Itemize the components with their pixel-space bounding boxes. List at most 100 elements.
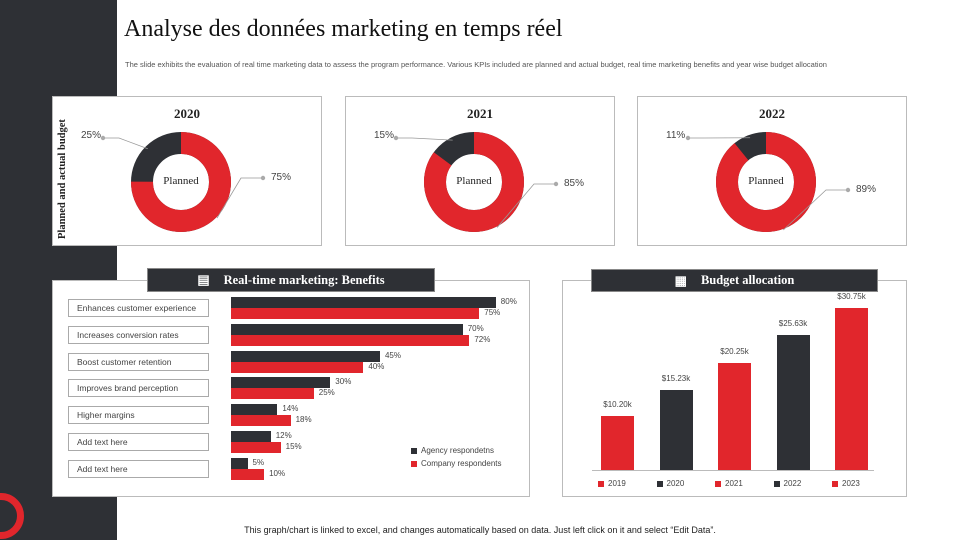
- legend-item: 2021: [715, 479, 743, 488]
- legend-item: 2023: [832, 479, 860, 488]
- leader-dot: [553, 181, 559, 187]
- bar-value-label: 12%: [275, 431, 292, 440]
- donut-planned-slice: [131, 132, 231, 232]
- legend-label: 2019: [608, 479, 626, 488]
- leader-line: [216, 177, 263, 219]
- legend-label: 2020: [666, 479, 685, 488]
- page-title: Analyse des données marketing en temps r…: [124, 16, 563, 42]
- donut-chart[interactable]: [346, 97, 616, 247]
- bar-company[interactable]: [231, 415, 291, 427]
- bar-value-label: 30%: [335, 377, 352, 387]
- bar-value-label: 10%: [269, 468, 286, 478]
- legend-swatch: [773, 480, 780, 487]
- planned-pct: 75%: [271, 172, 292, 183]
- x-axis-line: [592, 470, 874, 471]
- bar-agency[interactable]: [231, 404, 278, 416]
- donut-panel-2022: 2022 11% 89% Planned: [637, 96, 907, 246]
- legend-item: Company respondents: [411, 459, 502, 468]
- donut-chart[interactable]: [53, 97, 323, 247]
- donut-year: 2022: [759, 106, 785, 121]
- leader-line: [396, 137, 453, 141]
- benefit-label: Higher margins: [68, 406, 209, 425]
- bar-value-label: 75%: [484, 308, 501, 317]
- benefit-label: Improves brand perception: [68, 379, 209, 398]
- benefits-title: Real-time marketing: Benefits: [223, 272, 385, 287]
- budget-bar-2020[interactable]: [659, 389, 693, 470]
- budget-bar-2023[interactable]: [835, 307, 868, 470]
- donut-year: 2020: [174, 106, 200, 121]
- budget-value-label: $25.63k: [778, 318, 808, 328]
- budget-bar-2022[interactable]: [776, 334, 810, 470]
- legend-item: 2022: [773, 479, 802, 488]
- bar-agency[interactable]: [231, 457, 248, 469]
- bar-value-label: 14%: [282, 404, 299, 414]
- bar-company[interactable]: [231, 361, 364, 373]
- bar-agency[interactable]: [231, 297, 496, 308]
- legend-label: 2021: [725, 479, 743, 488]
- budget-value-label: $20.25k: [720, 347, 749, 357]
- legend-swatch: [411, 447, 417, 454]
- budget-value-label: $15.23k: [661, 373, 691, 383]
- bar-value-label: 15%: [285, 442, 302, 451]
- donut-center-label: Planned: [456, 175, 492, 187]
- budget-header: ▦ Budget allocation: [591, 269, 878, 292]
- legend-swatch: [598, 480, 604, 487]
- donut-chart[interactable]: [638, 97, 908, 247]
- budget-title: Budget allocation: [700, 273, 795, 287]
- leader-line: [783, 189, 848, 231]
- legend-label: Company respondents: [421, 459, 502, 468]
- budget-bar-2021[interactable]: [718, 363, 751, 470]
- other-pct: 11%: [666, 130, 686, 141]
- budget-value-label: $30.75k: [837, 291, 866, 301]
- document-icon: ▦: [674, 272, 687, 288]
- bar-company[interactable]: [231, 468, 265, 480]
- leader-line: [103, 137, 148, 150]
- budget-value-label: $10.20k: [603, 400, 632, 410]
- donut-panel-2020: 2020 Planned and actual budget 25% 75% Pl…: [52, 96, 322, 246]
- benefits-header: ▤ Real-time marketing: Benefits: [147, 268, 435, 292]
- benefit-label: Enhances customer experience: [68, 299, 209, 317]
- bar-value-label: 18%: [295, 415, 312, 425]
- bar-value-label: 72%: [474, 334, 491, 344]
- bar-agency[interactable]: [231, 431, 271, 442]
- leader-dot: [685, 135, 691, 141]
- planned-pct: 89%: [856, 184, 877, 195]
- ring-decoration: [0, 493, 24, 539]
- donut-planned-slice: [424, 132, 524, 232]
- other-pct: 15%: [374, 130, 395, 141]
- legend-label: 2023: [842, 479, 860, 488]
- bar-agency[interactable]: [231, 323, 463, 335]
- bar-company[interactable]: [231, 334, 470, 346]
- leader-line: [496, 183, 556, 228]
- legend-item: 2020: [656, 479, 685, 488]
- bar-company[interactable]: [231, 388, 314, 400]
- leader-dot: [260, 175, 266, 181]
- other-pct: 25%: [81, 130, 102, 141]
- bar-company[interactable]: [231, 308, 480, 319]
- legend-swatch: [715, 480, 721, 487]
- planned-pct: 85%: [564, 178, 585, 189]
- bar-company[interactable]: [231, 442, 281, 453]
- legend-label: Agency respondetns: [421, 446, 494, 455]
- budget-bar-2019[interactable]: [601, 416, 634, 470]
- donut-center-label: Planned: [748, 175, 784, 187]
- legend-swatch: [411, 460, 417, 467]
- donut-planned-slice: [716, 132, 816, 232]
- leader-dot: [393, 135, 399, 141]
- benefit-label: Increases conversion rates: [68, 325, 209, 344]
- bar-value-label: 45%: [384, 350, 401, 360]
- bar-agency[interactable]: [231, 377, 331, 389]
- bar-value-label: 25%: [318, 388, 335, 398]
- benefit-label: Boost customer retention: [68, 352, 209, 371]
- legend-item: 2019: [598, 479, 626, 488]
- legend-swatch: [832, 480, 838, 487]
- donut-year: 2021: [467, 106, 493, 121]
- presentation-board-icon: ▤: [197, 272, 210, 287]
- bar-value-label: 70%: [467, 323, 484, 333]
- leader-dot: [845, 187, 851, 193]
- legend-label: 2022: [783, 479, 802, 488]
- bar-value-label: 80%: [500, 297, 517, 306]
- bar-agency[interactable]: [231, 350, 380, 362]
- benefit-label: Add text here: [68, 433, 209, 451]
- legend-item: Agency respondetns: [411, 446, 494, 455]
